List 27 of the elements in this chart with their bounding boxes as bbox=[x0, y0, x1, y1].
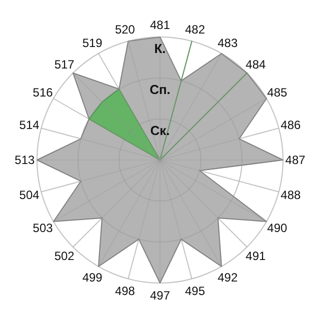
spoke-label: 483 bbox=[218, 36, 238, 50]
spoke-label: 488 bbox=[280, 188, 302, 202]
spoke-label: 516 bbox=[32, 86, 54, 100]
spoke-label: 492 bbox=[218, 270, 238, 284]
spoke-label: 491 bbox=[246, 248, 266, 263]
spoke-label: 520 bbox=[114, 22, 136, 37]
spoke-label: 503 bbox=[32, 220, 54, 235]
spoke-label: 487 bbox=[285, 153, 306, 168]
spoke-label: 490 bbox=[267, 220, 288, 235]
spoke-label: 482 bbox=[185, 22, 206, 37]
spoke-label: 484 bbox=[246, 58, 266, 72]
spoke-label: 519 bbox=[82, 36, 103, 50]
spoke-label: 504 bbox=[19, 188, 40, 202]
spoke-label: 514 bbox=[19, 118, 40, 132]
spoke-label: 497 bbox=[150, 288, 170, 302]
spoke-label: 517 bbox=[54, 58, 75, 72]
y-tick-label: Ск. bbox=[150, 123, 170, 138]
spoke-label: 485 bbox=[267, 86, 288, 100]
spoke-label: 486 bbox=[280, 118, 302, 132]
spoke-label: 513 bbox=[14, 153, 36, 168]
spoke-label: 502 bbox=[54, 248, 75, 263]
spoke-label: 498 bbox=[114, 284, 136, 298]
spoke-label: 499 bbox=[82, 270, 103, 284]
spoke-label: 481 bbox=[150, 18, 170, 32]
y-tick-label: К. bbox=[154, 41, 166, 56]
y-tick-label: Сп. bbox=[150, 82, 170, 97]
spoke-label: 495 bbox=[185, 284, 206, 298]
